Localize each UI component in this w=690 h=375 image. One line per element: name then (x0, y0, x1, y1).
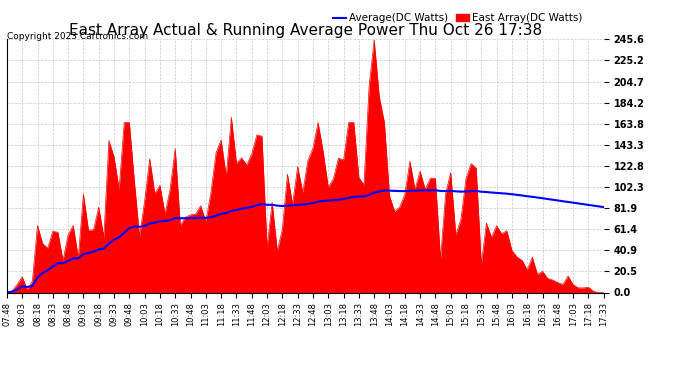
Legend: Average(DC Watts), East Array(DC Watts): Average(DC Watts), East Array(DC Watts) (329, 9, 586, 27)
Text: Copyright 2023 Cartronics.com: Copyright 2023 Cartronics.com (7, 32, 148, 41)
Title: East Array Actual & Running Average Power Thu Oct 26 17:38: East Array Actual & Running Average Powe… (69, 23, 542, 38)
